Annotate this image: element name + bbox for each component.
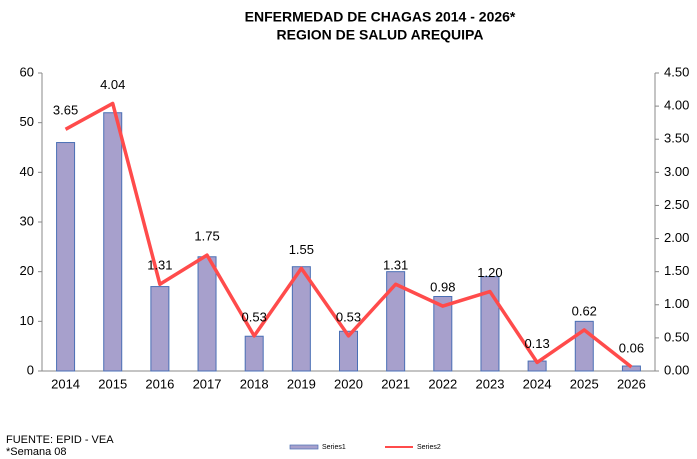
bar [339,330,358,372]
y2-tick-label: 2.50 [664,197,689,212]
y2-tick-label: 0.00 [664,362,689,377]
y2-tick-label: 0.50 [664,329,689,344]
legend-label: Series2 [417,444,441,451]
y2-tick-label: 4.00 [664,98,689,113]
data-label: 0.13 [524,336,549,351]
data-label: 1.31 [383,258,408,273]
data-label: 0.06 [619,340,644,355]
data-label: 3.65 [53,103,78,118]
bar [150,286,170,372]
y2-tick-label: 1.50 [664,263,689,278]
y2-tick-label: 3.50 [664,131,689,146]
y-tick-label: 60 [20,64,34,79]
x-tick-label: 2018 [240,376,269,391]
x-tick-label: 2026 [617,376,646,391]
x-tick-label: 2015 [98,376,127,391]
y2-tick-label: 3.00 [664,164,689,179]
x-tick-label: 2016 [145,376,174,391]
y-tick-label: 0 [27,362,34,377]
x-tick-label: 2014 [51,376,80,391]
data-label: 0.98 [430,280,455,295]
x-tick-label: 2019 [287,376,316,391]
legend-label: Series1 [322,444,346,451]
y-tick-label: 10 [20,313,34,328]
data-label: 1.75 [194,229,219,244]
data-label: 4.04 [100,77,125,92]
bar [291,266,311,372]
y2-tick-label: 4.50 [664,64,689,79]
annotation: *Semana 08 [6,446,67,458]
y2-tick-label: 1.00 [664,296,689,311]
x-tick-label: 2023 [476,376,505,391]
x-tick-label: 2021 [381,376,410,391]
y-tick-label: 40 [20,164,34,179]
x-tick-label: 2017 [193,376,222,391]
annotation: FUENTE: EPID - VEA [6,434,114,446]
data-label: 1.20 [477,265,502,280]
data-label: 0.62 [572,303,597,318]
x-tick-label: 2025 [570,376,599,391]
bar [386,271,406,372]
chart-subtitle: REGION DE SALUD AREQUIPA [277,27,484,43]
y-tick-label: 50 [20,114,34,129]
bar [433,296,453,372]
data-label: 1.31 [147,258,172,273]
bar [197,256,217,372]
chart-title: ENFERMEDAD DE CHAGAS 2014 - 2026* [245,9,516,25]
y-tick-label: 20 [20,263,34,278]
y-tick-label: 30 [20,213,34,228]
legend-swatch [289,444,319,450]
bar [103,112,123,372]
x-tick-label: 2020 [334,376,363,391]
x-tick-label: 2022 [428,376,457,391]
line [64,101,633,369]
data-label: 0.53 [242,309,267,324]
y2-tick-label: 2.00 [664,230,689,245]
bar [244,335,264,372]
data-label: 1.55 [289,242,314,257]
bar [56,142,76,372]
data-label: 0.53 [336,309,361,324]
x-tick-label: 2024 [523,376,552,391]
